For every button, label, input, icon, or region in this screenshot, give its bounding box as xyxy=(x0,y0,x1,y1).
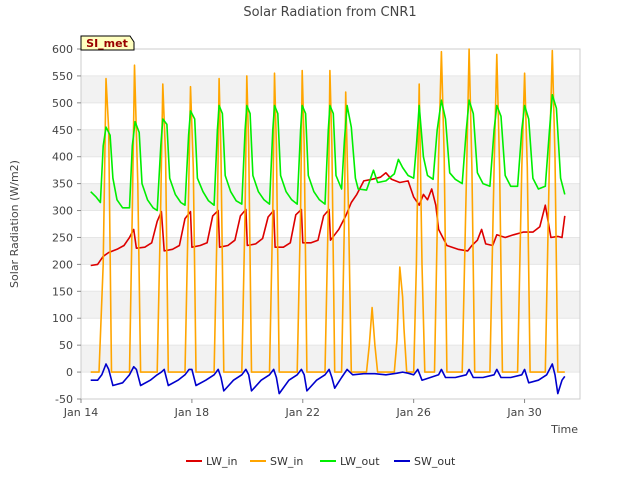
grid-band xyxy=(81,345,580,373)
y-axis: -50 0 50 100 150 200 250 300 350 400 450 500 550 600 xyxy=(52,43,81,406)
y-tick-label: 200 xyxy=(52,258,73,271)
grid-band xyxy=(81,156,580,184)
y-tick-label: 300 xyxy=(52,205,73,218)
grid-band xyxy=(81,129,580,157)
legend-label: SW_out xyxy=(414,455,456,468)
legend-label: LW_in xyxy=(206,455,238,468)
plot-area xyxy=(80,48,581,400)
y-tick-label: 100 xyxy=(52,312,73,325)
legend: LW_in SW_in LW_out SW_out xyxy=(186,455,456,468)
y-tick-label: 400 xyxy=(52,151,73,164)
y-tick-label: -50 xyxy=(55,393,73,406)
y-tick-label: 550 xyxy=(52,70,73,83)
grid-band xyxy=(81,372,580,399)
x-tick-label: Jan 26 xyxy=(395,406,430,419)
y-tick-label: 0 xyxy=(66,366,73,379)
series-line-lw-out xyxy=(90,94,566,212)
y-tick-label: 500 xyxy=(52,97,73,110)
y-tick-label: 450 xyxy=(52,124,73,137)
y-tick-label: 150 xyxy=(52,285,73,298)
legend-label: LW_out xyxy=(340,455,380,468)
y-tick-label: 250 xyxy=(52,231,73,244)
x-axis-label: Time xyxy=(550,423,578,436)
grid-band xyxy=(81,291,580,319)
y-tick-label: 50 xyxy=(59,339,73,352)
chart-title: Solar Radiation from CNR1 xyxy=(243,5,416,20)
station-badge: SI_met xyxy=(80,35,135,51)
x-tick-label: Jan 22 xyxy=(285,406,320,419)
badge-label: SI_met xyxy=(86,37,128,50)
grid-band xyxy=(81,264,580,292)
series-line-sw-out xyxy=(90,363,566,395)
x-axis: Jan 14 Jan 18 Jan 22 Jan 26 Jan 30 xyxy=(63,399,542,419)
y-tick-label: 350 xyxy=(52,178,73,191)
series-line-sw-in xyxy=(90,48,565,373)
x-tick-label: Jan 18 xyxy=(174,406,209,419)
x-tick-label: Jan 14 xyxy=(63,406,98,419)
series-layer xyxy=(90,48,566,395)
y-tick-label: 600 xyxy=(52,43,73,56)
grid-band xyxy=(81,183,580,211)
grid-band xyxy=(81,318,580,346)
x-tick-label: Jan 30 xyxy=(506,406,541,419)
badge-shape xyxy=(80,35,135,51)
y-axis-label: Solar Radiation (W/m2) xyxy=(8,160,21,288)
grid-band xyxy=(81,237,580,265)
legend-label: SW_in xyxy=(270,455,303,468)
